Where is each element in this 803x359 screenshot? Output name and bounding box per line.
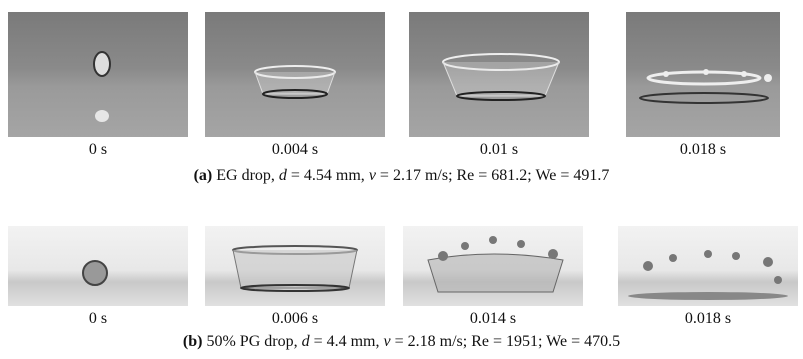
caption-part: (a): [194, 167, 213, 184]
photo: [626, 12, 780, 137]
time-label: 0 s: [8, 310, 188, 328]
photo: [409, 12, 589, 137]
caption-part: = 2.18 m/s; Re = 1951; We = 470.5: [391, 333, 620, 350]
caption: (a) EG drop, d = 4.54 mm, v = 2.17 m/s; …: [0, 167, 803, 185]
time-label: 0.014 s: [403, 310, 583, 328]
caption-part: = 4.54 mm,: [287, 167, 369, 184]
time-label: 0.018 s: [613, 141, 793, 159]
time-label: 0.006 s: [205, 310, 385, 328]
photo: [403, 226, 583, 306]
photo: [618, 226, 798, 306]
caption-part: d: [279, 167, 287, 184]
photo: [8, 12, 188, 137]
time-label: 0.004 s: [205, 141, 385, 159]
caption-part: v: [384, 333, 391, 350]
caption-part: (b): [183, 333, 203, 350]
caption-part: v: [369, 167, 376, 184]
photo: [8, 226, 188, 306]
caption-part: = 4.4 mm,: [310, 333, 384, 350]
time-label: 0.018 s: [618, 310, 798, 328]
page: 0 s 0.004 s 0.01 s 0.018 s (a) EG drop, …: [0, 0, 803, 359]
photo: [205, 226, 385, 306]
time-label: 0 s: [8, 141, 188, 159]
caption: (b) 50% PG drop, d = 4.4 mm, v = 2.18 m/…: [0, 333, 803, 351]
photo: [205, 12, 385, 137]
caption-part: = 2.17 m/s; Re = 681.2; We = 491.7: [376, 167, 609, 184]
caption-part: 50% PG drop,: [202, 333, 301, 350]
caption-part: d: [302, 333, 310, 350]
time-label: 0.01 s: [409, 141, 589, 159]
caption-part: EG drop,: [212, 167, 279, 184]
